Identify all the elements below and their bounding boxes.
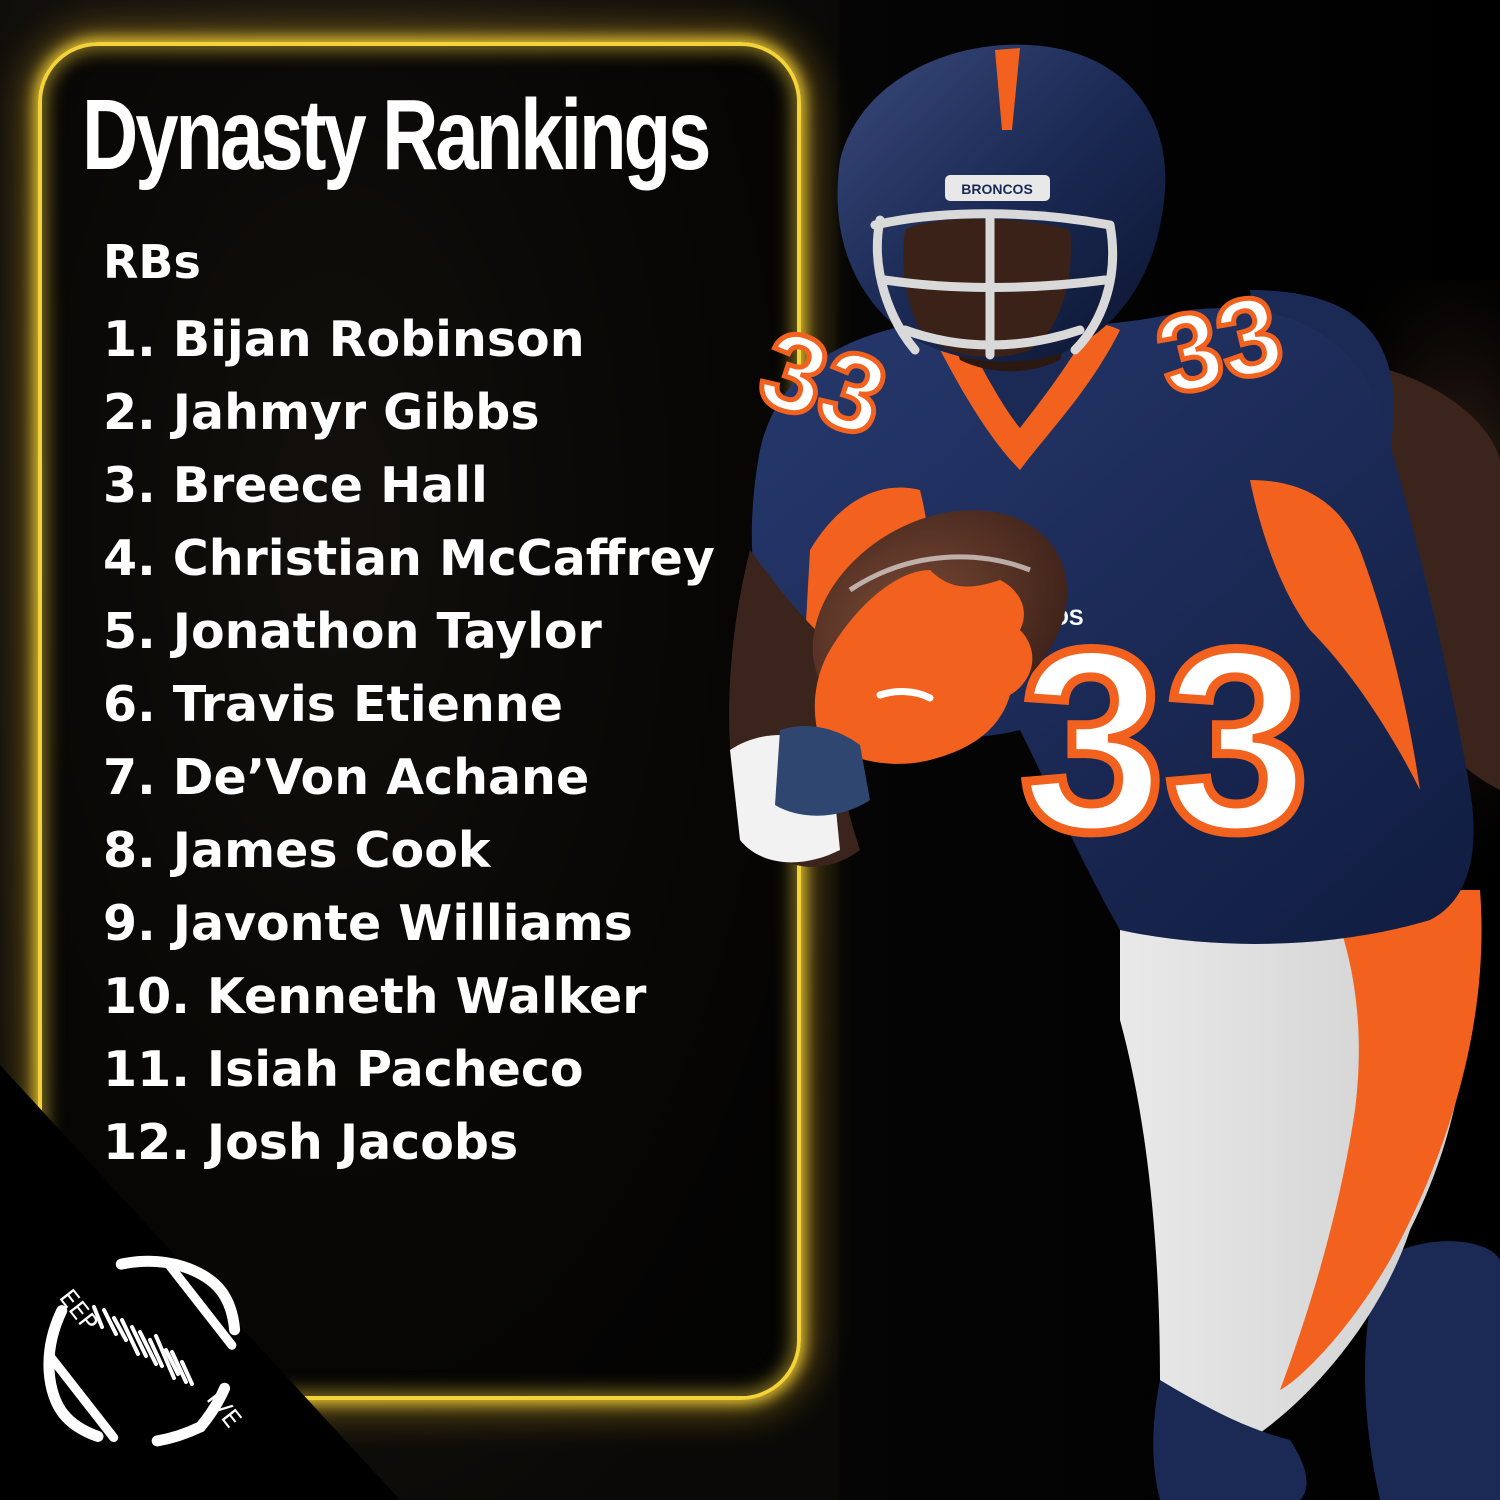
jersey-number: 33: [1020, 596, 1309, 886]
soundwave-icon: [92, 1305, 194, 1386]
ranking-item: 9. Javonte Williams: [103, 895, 633, 952]
player-glove: [814, 570, 1033, 764]
rankings-list: 1. Bijan Robinson 2. Jahmyr Gibbs 3. Bre…: [103, 303, 715, 1179]
ranking-item: 11. Isiah Pacheco: [103, 1041, 584, 1098]
player-forearm-sleeve: [775, 725, 870, 816]
jersey-orange-panel-right: [1250, 480, 1420, 790]
player-sock: [1153, 1380, 1307, 1500]
page-title: Dynasty Rankings: [82, 79, 711, 191]
ranking-item: 8. James Cook: [103, 822, 491, 879]
helmet-text: BRONCOS: [961, 181, 1033, 197]
podcast-logo: EEP IVE: [43, 1255, 247, 1449]
ranking-item: 1. Bijan Robinson: [103, 311, 585, 368]
ranking-item: 3. Breece Hall: [103, 457, 488, 514]
position-heading: RBs: [103, 235, 201, 289]
ranking-item: 7. De’Von Achane: [103, 749, 590, 806]
helmet-bumper: [945, 175, 1050, 201]
pants-orange-stripe: [1280, 890, 1482, 1390]
ranking-item: 10. Kenneth Walker: [103, 968, 647, 1025]
ranking-item: 2. Jahmyr Gibbs: [103, 384, 540, 441]
player-photo: 33 33 33 NCOS BRONCOS: [729, 44, 1500, 1500]
helmet-stripe: [995, 48, 1020, 130]
ranking-item: 5. Jonathon Taylor: [103, 603, 602, 660]
player-jersey: [751, 308, 1474, 944]
facemask: [870, 209, 1118, 360]
ranking-item: 6. Travis Etienne: [103, 676, 563, 733]
logo-text-top: EEP: [54, 1284, 104, 1337]
ranking-item: 12. Josh Jacobs: [103, 1114, 519, 1171]
ranking-item: 4. Christian McCaffrey: [103, 530, 715, 587]
player-back-leg: [1365, 1241, 1500, 1500]
